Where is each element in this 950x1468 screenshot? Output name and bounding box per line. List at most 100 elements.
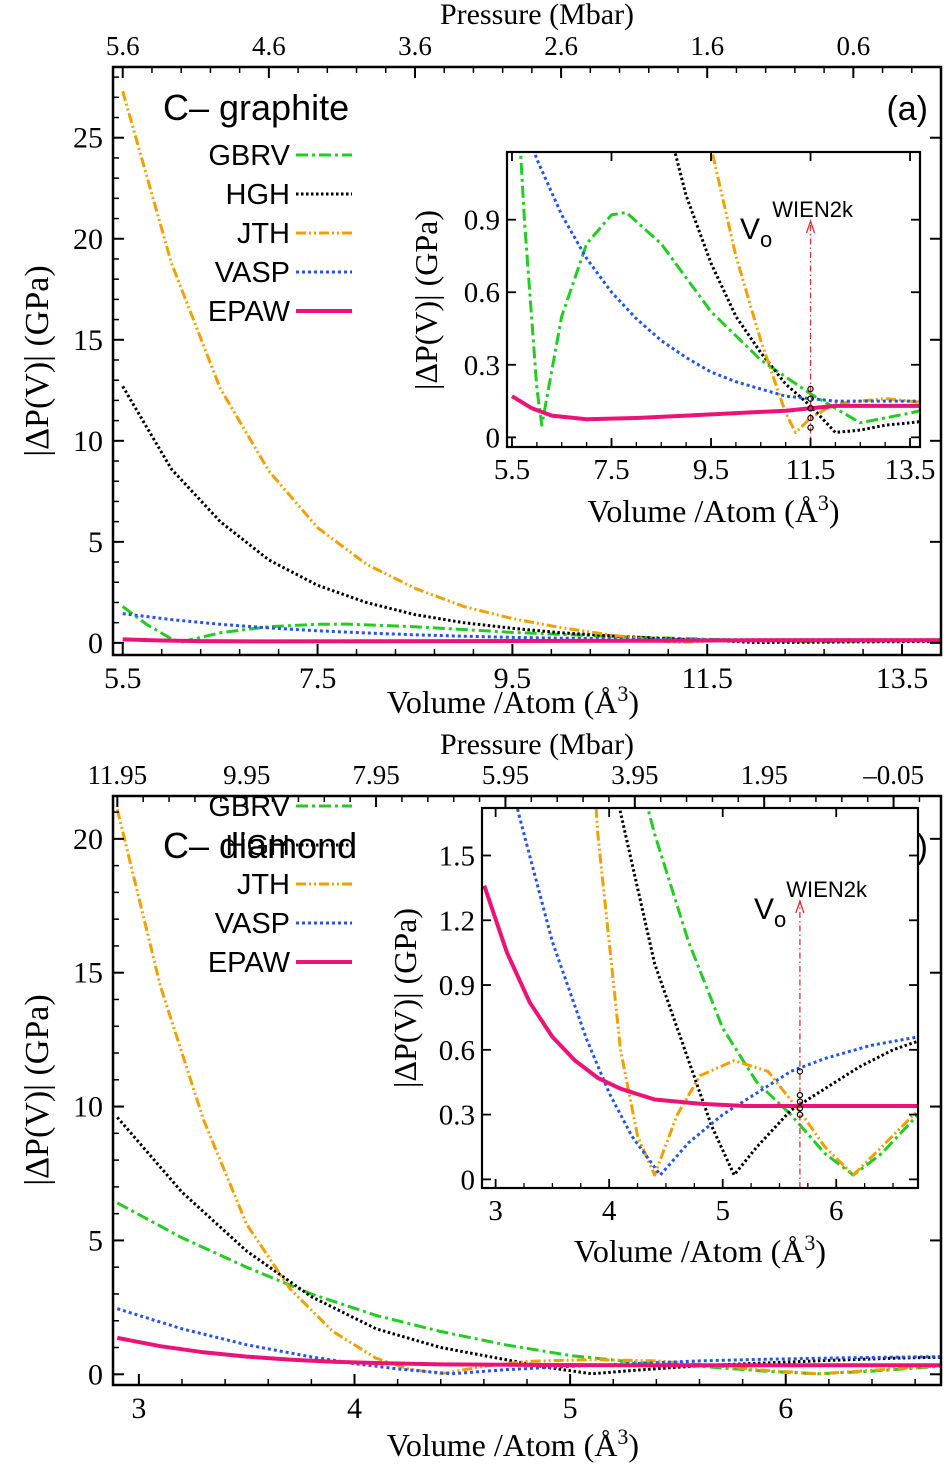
legend: GBRV HGH JTH VASP EPAW <box>208 791 352 979</box>
top-tick-label: –0.05 <box>862 760 924 790</box>
top-axis-label: Pressure (Mbar) <box>440 0 634 31</box>
legend-label: HGH <box>226 179 290 211</box>
v0-marker-point <box>807 405 814 412</box>
inset-y-tick-label: 0.6 <box>464 277 500 309</box>
v0-marker-point <box>796 1098 804 1105</box>
inset-y-axis-label: |ΔP(V)| (GPa) <box>387 908 423 1088</box>
legend: GBRV HGH JTH VASP EPAW <box>208 140 352 328</box>
inset-x-tick-label: 13.5 <box>885 454 936 486</box>
v0-marker-point <box>807 385 814 393</box>
y-axis-label: |ΔP(V)| (GPa) <box>19 994 56 1185</box>
legend-label: EPAW <box>208 947 291 979</box>
inset-frame <box>505 150 922 449</box>
v0-label-main: V <box>740 213 760 246</box>
v0-marker-point <box>807 424 814 431</box>
top-tick-label: 2.6 <box>544 31 578 61</box>
inset-background <box>482 808 918 1188</box>
v0-label: VoWIEN2k <box>754 877 868 932</box>
inset-y-tick-label: 0.9 <box>439 970 475 1002</box>
top-tick-label: 1.6 <box>690 31 724 61</box>
main-line-vasp <box>122 612 941 642</box>
inset-x-axis-label-close: ) <box>829 493 840 529</box>
main-line-jth <box>115 809 941 1376</box>
inset-y-tick-label: 0 <box>461 1164 476 1196</box>
inset-line-gbrv <box>519 152 920 427</box>
inset-x-tick-label: 11.5 <box>786 454 836 486</box>
x-tick-label: 6 <box>778 1392 793 1425</box>
y-tick-label: 20 <box>73 823 103 856</box>
main-series-group <box>121 90 941 644</box>
inset-y-tick-label: 0 <box>486 422 501 454</box>
v0-label-sup: WIEN2k <box>772 197 854 222</box>
inset-y-tick-label: 0.9 <box>464 205 500 237</box>
inset-x-axis-label-text: Volume /Atom (Å <box>587 493 818 529</box>
x-axis-label-close: ) <box>628 684 639 720</box>
inset-line-hgh <box>618 808 918 1177</box>
v0-marker-point <box>807 395 814 402</box>
inset-x-tick-label: 5.5 <box>494 454 530 486</box>
x-axis-label-text: Volume /Atom (Å <box>387 684 618 720</box>
y-axis-label: |ΔP(V)| (GPa) <box>19 265 56 456</box>
x-axis-label-close: ) <box>628 1427 639 1463</box>
top-tick-label: 0.6 <box>836 31 870 61</box>
inset-y-axis-label: |ΔP(V)| (GPa) <box>408 210 444 390</box>
v0-marker-point <box>807 414 814 422</box>
inset-line-epaw <box>482 885 918 1108</box>
plot-frame <box>111 65 943 657</box>
chart-title: C– diamond <box>163 825 357 866</box>
y-tick-label: 0 <box>88 627 103 660</box>
top-tick-label: 3.95 <box>611 760 658 790</box>
x-axis-label-sup: 3 <box>617 681 628 706</box>
x-tick-label: 3 <box>131 1392 146 1425</box>
v0-label-sub: o <box>774 907 786 932</box>
x-axis-label: Volume /Atom (Å3) <box>387 681 639 720</box>
inset: VoWIEN2k 3 4 5 6 0 0.3 0.6 0.9 1.2 1.5 Volume /Atom… <box>387 806 920 1269</box>
inset-line-vasp <box>532 152 920 403</box>
x-tick-label: 4 <box>347 1392 362 1425</box>
top-tick-label: 4.6 <box>252 31 286 61</box>
inset-x-axis-label-close: ) <box>815 1233 826 1269</box>
legend-label: VASP <box>215 257 290 289</box>
inset-y-tick-label: 1.5 <box>439 841 475 873</box>
legend-label: VASP <box>215 908 290 940</box>
x-axis-label-sup: 3 <box>617 1424 628 1449</box>
panel-label: (a) <box>886 90 928 128</box>
main-line-epaw <box>116 1335 941 1368</box>
top-tick-label: 5.6 <box>106 31 140 61</box>
chart-title: C– graphite <box>163 87 349 128</box>
inset-x-tick-label: 6 <box>829 1195 844 1227</box>
panel-b-diamond: 3 4 5 6 0 5 10 15 20 11.95 9.95 7.95 5.95 3.95 1.95 –0.… <box>19 728 943 1463</box>
main-line-gbrv <box>116 1201 941 1376</box>
inset-line-epaw <box>510 394 920 422</box>
top-tick-label: 1.95 <box>741 760 788 790</box>
v0-label-sub: o <box>760 227 772 252</box>
main-line-epaw <box>122 637 941 644</box>
x-tick-label: 5 <box>563 1392 578 1425</box>
legend-label: JTH <box>237 218 290 250</box>
inset-series-group <box>510 152 920 434</box>
y-tick-label: 0 <box>88 1358 103 1391</box>
v0-label-sup: WIEN2k <box>786 877 868 902</box>
inset-frame <box>480 806 920 1190</box>
inset-x-axis-label: Volume /Atom (Å3) <box>574 1230 826 1269</box>
x-tick-label: 5.5 <box>104 662 142 695</box>
top-tick-label: 3.6 <box>398 31 432 61</box>
inset-background <box>507 152 920 447</box>
main-series-group <box>115 809 941 1376</box>
v0-marker-point <box>796 1111 804 1118</box>
v0-label: VoWIEN2k <box>740 197 854 252</box>
inset-x-axis-label-text: Volume /Atom (Å <box>574 1233 805 1269</box>
y-tick-label: 5 <box>88 526 103 559</box>
x-axis-label: Volume /Atom (Å3) <box>387 1424 639 1463</box>
inset-x-axis-label: Volume /Atom (Å3) <box>587 490 839 529</box>
x-tick-label: 9.5 <box>494 662 532 695</box>
inset-x-tick-label: 5 <box>715 1195 730 1227</box>
inset-y-tick-label: 0.3 <box>439 1100 475 1132</box>
inset-x-axis-label-sup: 3 <box>818 490 829 515</box>
x-tick-label: 11.5 <box>682 662 733 695</box>
inset-line-hgh <box>673 152 920 434</box>
y-tick-label: 20 <box>73 223 103 256</box>
y-tick-label: 15 <box>73 957 103 990</box>
v0-arrowhead <box>795 898 805 914</box>
